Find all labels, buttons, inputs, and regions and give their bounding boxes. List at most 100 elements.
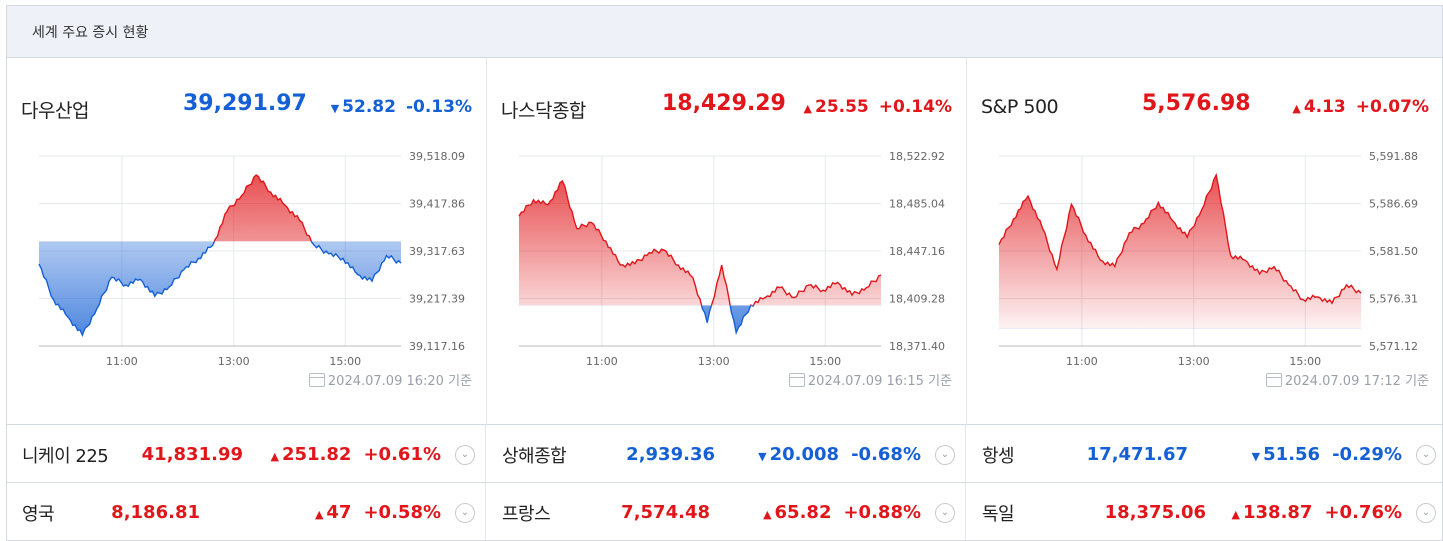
- x-tick-label: 11:00: [106, 355, 138, 368]
- x-tick-label: 11:00: [1066, 355, 1098, 368]
- index-value: 8,186.81: [111, 502, 200, 523]
- index-cell-uk[interactable]: 영국 ▲ 47 +0.58% 8,186.81 ⌄: [7, 483, 486, 540]
- chevron-down-icon[interactable]: ⌄: [455, 503, 475, 523]
- x-tick-label: 15:00: [809, 355, 841, 368]
- timestamp: 2024.07.09 17:12 기준: [1265, 370, 1429, 389]
- change-amount: 251.82: [282, 444, 352, 465]
- y-tick-label: 39,217.39: [409, 293, 465, 306]
- index-cell-france[interactable]: 프랑스 ▲ 65.82 +0.88% 7,574.48 ⌄: [487, 483, 966, 540]
- change-percent: -0.68%: [851, 444, 921, 465]
- series-line-below: [38, 241, 402, 338]
- y-tick-label: 18,485.04: [889, 198, 945, 211]
- index-name: 프랑스: [502, 504, 551, 525]
- index-name: 영국: [22, 504, 55, 525]
- change-amount: 47: [326, 502, 352, 523]
- timestamp: 2024.07.09 16:20 기준: [308, 370, 472, 389]
- index-name: S&P 500: [981, 96, 1059, 118]
- y-tick-label: 18,371.40: [889, 340, 945, 353]
- index-value: 5,576.98: [1142, 91, 1251, 116]
- intraday-chart: 5,591.88 5,586.69 5,581.50 5,576.31 5,571.12…: [998, 150, 1418, 368]
- change-percent: +0.14%: [878, 97, 952, 117]
- change-percent: +0.07%: [1355, 97, 1429, 117]
- intraday-chart: 39,518.09 39,417.86 39,317.63 39,217.39 39,1…: [38, 150, 465, 368]
- index-cell-germany[interactable]: 독일 ▲ 138.87 +0.76% 18,375.06 ⌄: [967, 483, 1442, 540]
- calendar-clock-icon: [788, 372, 805, 387]
- y-tick-label: 39,117.16: [409, 340, 465, 353]
- y-tick-label: 18,409.28: [889, 293, 945, 306]
- index-panel-dow[interactable]: 다우산업 39,291.97 ▼ 52.82 -0.13% 39,518.09 39,417…: [7, 58, 487, 424]
- index-change: ▲ 65.82 +0.88%: [763, 502, 921, 523]
- calendar-clock-icon: [1265, 372, 1282, 387]
- triangle-up-icon: ▲: [803, 102, 812, 115]
- triangle-up-icon: ▲: [1231, 508, 1240, 521]
- change-amount: 25.55: [814, 97, 869, 117]
- y-tick-label: 5,576.31: [1369, 293, 1418, 306]
- index-cell-hangseng[interactable]: 항셍 ▼ 51.56 -0.29% 17,471.67 ⌄: [967, 425, 1442, 483]
- chevron-down-icon[interactable]: ⌄: [1416, 503, 1436, 523]
- series-line-above: [518, 179, 882, 306]
- y-tick-label: 39,518.09: [409, 150, 465, 163]
- change-amount: 4.13: [1303, 97, 1346, 117]
- series-line-above: [998, 172, 1362, 305]
- index-value: 18,429.29: [662, 91, 786, 116]
- change-percent: -0.29%: [1332, 444, 1402, 465]
- change-percent: +0.76%: [1324, 502, 1402, 523]
- area-fill-above: [999, 175, 1361, 329]
- index-cell-shanghai[interactable]: 상해종합 ▼ 20.008 -0.68% 2,939.36 ⌄: [487, 425, 966, 483]
- widget-header: 세계 주요 증시 현황: [7, 6, 1442, 58]
- x-tick-label: 13:00: [218, 355, 250, 368]
- intraday-chart: 18,522.92 18,485.04 18,447.16 18,409.28 18,3…: [518, 150, 945, 368]
- timestamp-text: 2024.07.09 16:15 기준: [807, 374, 952, 389]
- index-change: ▲ 4.13 +0.07%: [1292, 97, 1429, 117]
- index-name: 독일: [982, 504, 1015, 525]
- index-value: 2,939.36: [626, 444, 715, 465]
- area-fill-above: [519, 181, 881, 306]
- triangle-down-icon: ▼: [330, 102, 340, 115]
- calendar-clock-icon: [308, 372, 325, 387]
- index-name: 나스닥종합: [501, 100, 586, 122]
- index-name: 항셍: [982, 446, 1015, 467]
- index-name: 다우산업: [21, 100, 89, 122]
- triangle-up-icon: ▲: [763, 508, 772, 521]
- y-tick-label: 39,317.63: [409, 245, 465, 258]
- index-panel-sp500[interactable]: S&P 500 5,576.98 ▲ 4.13 +0.07% 5,591.88 5,586.…: [967, 58, 1442, 424]
- x-tick-label: 15:00: [1289, 355, 1321, 368]
- change-amount: 65.82: [774, 502, 832, 523]
- change-amount: 138.87: [1243, 502, 1313, 523]
- index-name: 니케이 225: [22, 446, 109, 467]
- index-value: 41,831.99: [141, 444, 243, 465]
- y-tick-label: 5,571.12: [1369, 340, 1418, 353]
- index-value: 39,291.97: [183, 91, 307, 116]
- world-index-widget: 세계 주요 증시 현황 다우산업 39,291.97 ▼ 52.82 -0.13% 39,…: [6, 5, 1443, 541]
- index-row-asia: 니케이 225 ▲ 251.82 +0.61% 41,831.99 ⌄ 상해종합 ▼ 20.00…: [7, 424, 1442, 483]
- index-change: ▲ 25.55 +0.14%: [804, 97, 952, 117]
- change-percent: -0.13%: [405, 97, 472, 117]
- index-value: 18,375.06: [1104, 502, 1206, 523]
- index-change: ▼ 52.82 -0.13%: [331, 97, 472, 117]
- timestamp-text: 2024.07.09 17:12 기준: [1284, 374, 1429, 389]
- x-tick-label: 15:00: [329, 355, 361, 368]
- y-tick-label: 5,591.88: [1369, 150, 1418, 163]
- y-tick-label: 5,581.50: [1369, 245, 1418, 258]
- timestamp-text: 2024.07.09 16:20 기준: [327, 374, 472, 389]
- change-percent: +0.88%: [843, 502, 921, 523]
- change-percent: +0.61%: [363, 444, 441, 465]
- triangle-down-icon: ▼: [1251, 450, 1261, 463]
- change-amount: 52.82: [342, 97, 396, 117]
- index-panel-nasdaq[interactable]: 나스닥종합 18,429.29 ▲ 25.55 +0.14% 18,522.92 18,48…: [487, 58, 967, 424]
- index-change: ▼ 51.56 -0.29%: [1252, 444, 1402, 465]
- chevron-down-icon[interactable]: ⌄: [1416, 445, 1436, 465]
- chevron-down-icon[interactable]: ⌄: [455, 445, 475, 465]
- index-cell-nikkei[interactable]: 니케이 225 ▲ 251.82 +0.61% 41,831.99 ⌄: [7, 425, 486, 483]
- x-tick-label: 11:00: [586, 355, 618, 368]
- chevron-down-icon[interactable]: ⌄: [935, 503, 955, 523]
- index-change: ▲ 47 +0.58%: [315, 502, 441, 523]
- triangle-down-icon: ▼: [758, 450, 767, 463]
- change-amount: 20.008: [769, 444, 840, 465]
- index-row-europe: 영국 ▲ 47 +0.58% 8,186.81 ⌄ 프랑스 ▲ 65.82 +0.88% 7,574…: [7, 482, 1442, 540]
- triangle-up-icon: ▲: [1292, 102, 1301, 115]
- change-percent: +0.58%: [363, 502, 441, 523]
- widget-title: 세계 주요 증시 현황: [32, 24, 149, 41]
- chevron-down-icon[interactable]: ⌄: [935, 445, 955, 465]
- index-name: 상해종합: [502, 446, 567, 467]
